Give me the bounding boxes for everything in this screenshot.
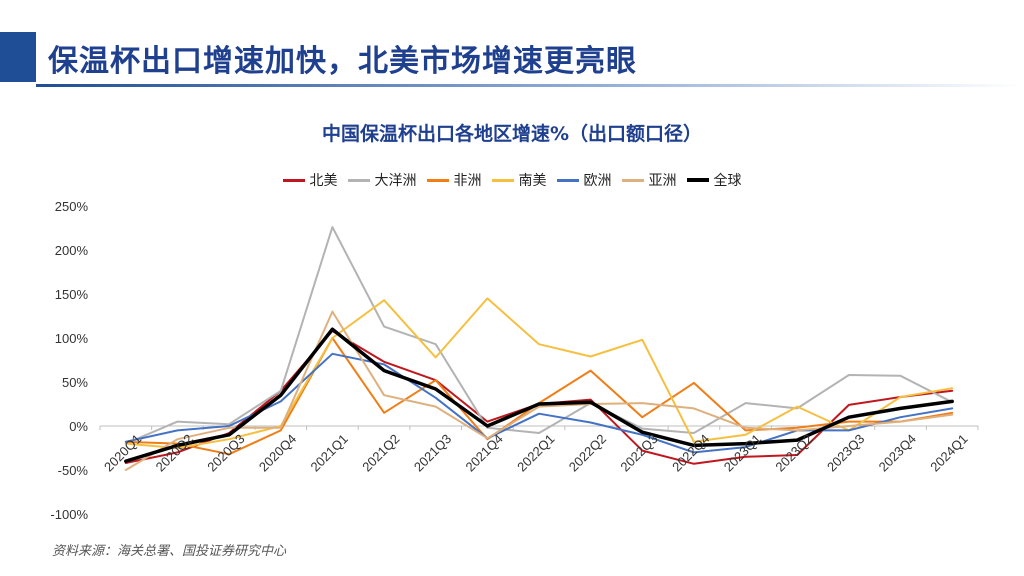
legend-swatch [556,178,579,182]
title-accent-bar [0,32,36,82]
legend-label: 欧洲 [583,173,612,189]
y-tick-label: 0% [69,419,88,434]
legend-item-asia: 亚洲 [621,170,677,190]
y-tick-label: 250% [55,199,89,214]
legend-item-europe: 欧洲 [556,170,612,190]
x-tick-label: 2024Q1 [927,431,970,474]
y-tick-label: 100% [55,331,89,346]
y-tick-label: -50% [58,463,89,478]
series-line [124,297,954,449]
x-tick-label: 2022Q1 [514,431,557,474]
x-tick-label: 2023Q4 [876,431,919,474]
x-tick-label: 2021Q1 [308,431,351,474]
x-tick-label: 2021Q2 [359,431,402,474]
legend-label: 亚洲 [648,173,677,189]
y-tick-label: -100% [50,507,88,522]
legend-label: 南美 [518,173,547,189]
series-line [124,337,954,456]
series-line [124,327,954,463]
y-tick-label: 200% [55,243,89,258]
series-line [124,310,954,471]
page-title: 保温杯出口增速加快，北美市场增速更亮眼 [48,44,637,79]
legend-swatch [621,178,644,182]
legend-item-global: 全球 [686,170,742,190]
legend-label: 全球 [713,173,742,189]
x-tick-label: 2022Q2 [566,431,609,474]
legend-item-africa: 非洲 [426,170,482,190]
x-tick-label: 2020Q1 [101,431,144,474]
legend-swatch [347,178,370,182]
x-tick-label: 2020Q4 [256,431,299,474]
legend-label: 大洋洲 [374,173,417,189]
legend-label: 非洲 [453,173,482,189]
y-tick-label: 150% [55,287,89,302]
x-tick-label: 2021Q4 [463,431,506,474]
chart-title: 中国保温杯出口各地区增速%（出口额口径） [321,123,703,145]
legend-swatch [491,178,514,182]
legend-item-south-america: 南美 [491,170,547,190]
legend-label: 北美 [309,173,338,189]
legend-swatch [686,178,709,182]
chart-legend: 北美 大洋洲 非洲 南美 欧洲 亚洲 全球 [0,170,1024,190]
legend-item-oceania: 大洋洲 [347,170,417,190]
title-divider [36,84,1024,87]
x-tick-label: 2023Q3 [824,431,867,474]
source-note: 资料来源：海关总署、国投证券研究中心 [52,544,287,559]
y-tick-label: 50% [62,375,88,390]
legend-swatch [282,178,305,182]
x-tick-label: 2021Q3 [411,431,454,474]
legend-swatch [426,178,449,182]
x-tick-label: 2023Q2 [772,431,815,474]
legend-item-north-america: 北美 [282,170,338,190]
series-line [124,226,954,445]
